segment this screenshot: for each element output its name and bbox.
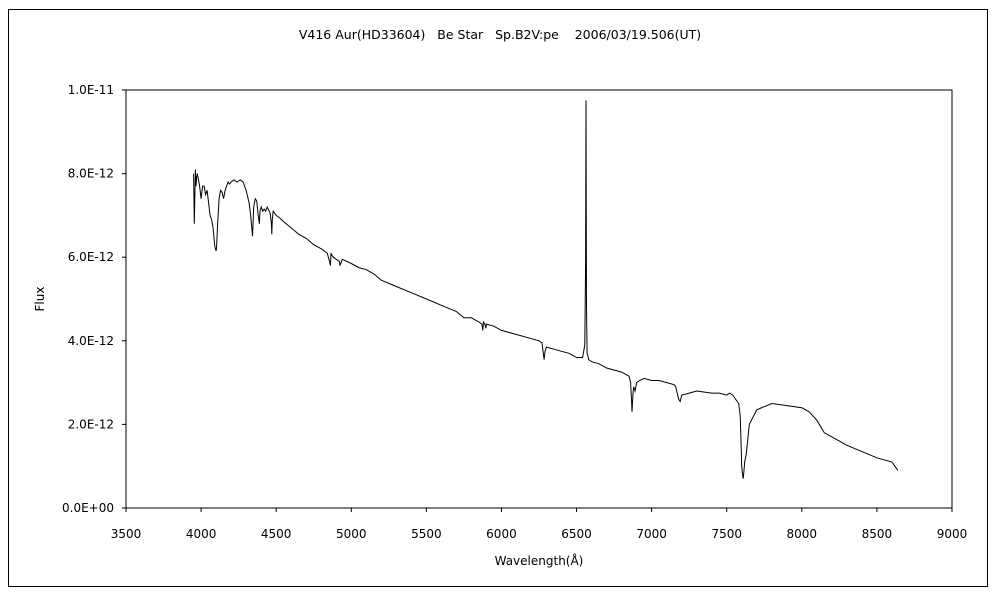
series-line: [193, 100, 899, 479]
x-tick-label: 8000: [787, 527, 818, 541]
x-tick-label: 7500: [711, 527, 742, 541]
x-tick-label: 7000: [636, 527, 667, 541]
x-tick-label: 5500: [411, 527, 442, 541]
y-axis: 0.0E+00 2.0E-12 4.0E-12 6.0E-12 8.0E-12 1.0E-…: [62, 83, 126, 515]
x-tick-label: 9000: [937, 527, 968, 541]
plot-area: [125, 89, 953, 509]
y-tick-label: 8.0E-12: [68, 167, 114, 181]
x-tick-label: 5000: [336, 527, 367, 541]
y-tick-label: 6.0E-12: [68, 250, 114, 264]
y-tick-label: 2.0E-12: [68, 417, 114, 431]
y-tick-label: 1.0E-11: [68, 83, 114, 97]
x-axis: 3500 4000 4500 5000 5500 6000 6500 7000 7500 8000…: [111, 508, 968, 541]
x-axis-title: Wavelength(Å): [495, 553, 584, 568]
x-tick-label: 8500: [862, 527, 893, 541]
chart-title: V416 Aur(HD33604) Be Star Sp.B2V:pe 2006…: [299, 27, 701, 42]
y-axis-title: Flux: [33, 287, 47, 312]
x-tick-label: 4500: [261, 527, 292, 541]
y-tick-label: 4.0E-12: [68, 334, 114, 348]
x-tick-label: 4000: [186, 527, 217, 541]
y-tick-label: 0.0E+00: [62, 501, 114, 515]
x-tick-label: 3500: [111, 527, 142, 541]
x-tick-label: 6500: [561, 527, 592, 541]
x-tick-label: 6000: [486, 527, 517, 541]
